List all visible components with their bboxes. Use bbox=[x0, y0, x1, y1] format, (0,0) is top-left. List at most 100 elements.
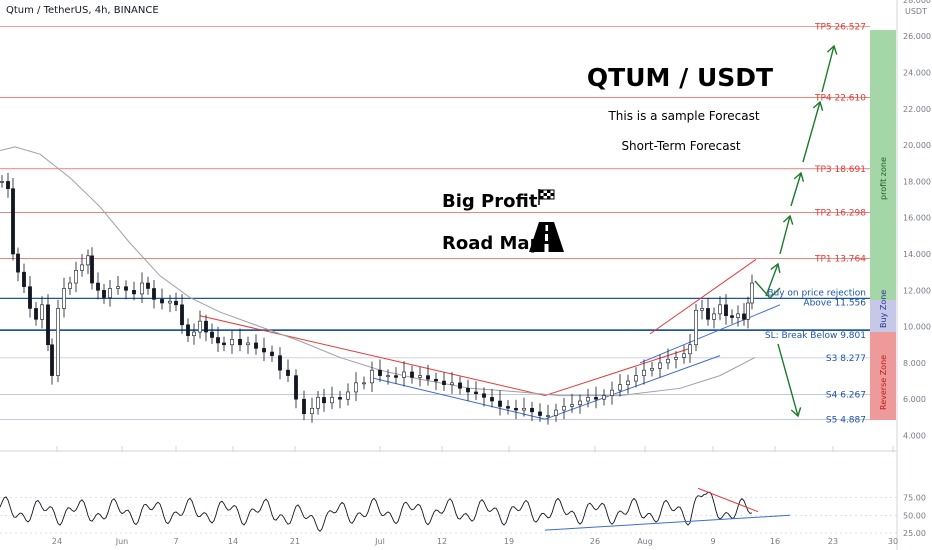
candle-body bbox=[474, 391, 478, 395]
candle-body bbox=[658, 362, 662, 369]
candle-body bbox=[330, 397, 334, 404]
candle-body bbox=[618, 384, 622, 391]
forecast-term: Short-Term Forecast bbox=[621, 139, 740, 153]
candle-body bbox=[458, 382, 462, 389]
forecast-arrow-head bbox=[812, 100, 824, 111]
roadmap-line1: Big Profit bbox=[442, 191, 538, 212]
candle-body bbox=[338, 397, 342, 400]
level-label: Buy on price rejection bbox=[767, 288, 866, 298]
x-tick-label: 24 bbox=[52, 537, 62, 546]
candle-body bbox=[354, 382, 358, 393]
candle-body bbox=[694, 309, 698, 346]
candle-body bbox=[56, 308, 60, 376]
forecast-arrow-head bbox=[826, 44, 838, 55]
candle-body bbox=[86, 255, 90, 266]
y-tick-label: 24.000 bbox=[903, 69, 931, 78]
osc-tick-label: 25.00 bbox=[903, 529, 926, 538]
level-label: Above 11.556 bbox=[803, 298, 866, 308]
y-tick-label: 12.000 bbox=[903, 286, 931, 295]
channel-lower-blue bbox=[639, 304, 781, 364]
y-tick-label: 22.000 bbox=[903, 105, 931, 114]
candle-body bbox=[346, 391, 350, 400]
forecast-arrow-head bbox=[770, 262, 781, 273]
candle-body bbox=[554, 409, 558, 416]
roadmap-line2: Road Map bbox=[442, 233, 543, 254]
candle-body bbox=[168, 300, 172, 304]
candle-body bbox=[198, 320, 202, 333]
level-label: SL: Break Below 9.801 bbox=[765, 331, 866, 341]
candle-body bbox=[160, 299, 164, 304]
candle-body bbox=[426, 375, 430, 380]
candle-body bbox=[530, 407, 534, 413]
candle-body bbox=[140, 282, 144, 295]
candle-body bbox=[286, 369, 290, 376]
y-tick-label: 8.000 bbox=[903, 359, 926, 368]
candle-body bbox=[80, 264, 84, 271]
candle-body bbox=[506, 406, 510, 409]
candle-body bbox=[192, 331, 196, 336]
candle-body bbox=[102, 289, 106, 298]
candle-body bbox=[586, 397, 590, 402]
x-tick-label: 23 bbox=[828, 537, 838, 546]
level-label: S4 6.267 bbox=[826, 390, 866, 400]
x-tick-label: 12 bbox=[437, 537, 447, 546]
candle-body bbox=[626, 380, 630, 385]
candle-body bbox=[634, 375, 638, 382]
candle-body bbox=[378, 369, 382, 376]
candle-body bbox=[46, 304, 50, 346]
candle-body bbox=[682, 353, 686, 358]
candle-body bbox=[736, 313, 740, 318]
reverse-zone bbox=[870, 332, 896, 420]
forecast-arrow-line bbox=[765, 263, 779, 297]
candle-body bbox=[538, 411, 542, 416]
candle-body bbox=[132, 289, 136, 295]
y-tick-label: 28.000 bbox=[903, 0, 931, 5]
candle-body bbox=[712, 313, 716, 320]
forecast-arrow-line bbox=[779, 215, 791, 255]
candle-body bbox=[578, 400, 582, 405]
forecast-arrow-head bbox=[790, 407, 802, 418]
checkered-flag-icon bbox=[538, 189, 555, 205]
candle-body bbox=[522, 407, 526, 411]
candle-body bbox=[278, 355, 282, 371]
x-tick-label: 14 bbox=[228, 537, 238, 546]
candle-body bbox=[124, 286, 128, 291]
forecast-arrow-head bbox=[782, 214, 794, 225]
forecast-arrow-line bbox=[777, 343, 799, 417]
candle-body bbox=[750, 282, 754, 304]
x-tick-label: 16 bbox=[770, 537, 780, 546]
candle-body bbox=[394, 375, 398, 378]
candle-body bbox=[254, 342, 258, 349]
candle-body bbox=[514, 407, 518, 411]
candle-body bbox=[262, 348, 266, 353]
candle-body bbox=[316, 397, 320, 409]
candle-body bbox=[434, 378, 438, 382]
candle-body bbox=[270, 351, 274, 356]
osc-trendline-red bbox=[697, 487, 759, 513]
channel-upper-red bbox=[544, 347, 691, 397]
osc-tick-label: 50.00 bbox=[903, 511, 926, 520]
candle-body bbox=[562, 406, 566, 411]
candle-body bbox=[34, 308, 38, 320]
candle-body bbox=[96, 282, 100, 291]
level-label: TP5 26.527 bbox=[814, 23, 866, 33]
y-tick-label: 10.000 bbox=[903, 323, 931, 332]
candle-body bbox=[466, 388, 470, 393]
candle-body bbox=[610, 389, 614, 396]
candle-body bbox=[594, 397, 598, 400]
candle-body bbox=[362, 382, 366, 385]
candle-body bbox=[62, 288, 66, 309]
candle-body bbox=[650, 368, 654, 371]
candle-body bbox=[50, 344, 54, 376]
level-label: S5 4.887 bbox=[826, 415, 866, 425]
candle-body bbox=[450, 382, 454, 385]
y-tick-label: 20.000 bbox=[903, 141, 931, 150]
moving-average-line bbox=[0, 146, 756, 397]
candle-body bbox=[746, 302, 750, 320]
candle-body bbox=[310, 407, 314, 415]
profit-zone-label: profit zone bbox=[879, 157, 888, 200]
y-tick-label: 26.000 bbox=[903, 32, 931, 41]
candle-body bbox=[370, 369, 374, 384]
candle-body bbox=[546, 415, 550, 417]
forecast-arrow-line bbox=[790, 172, 802, 207]
